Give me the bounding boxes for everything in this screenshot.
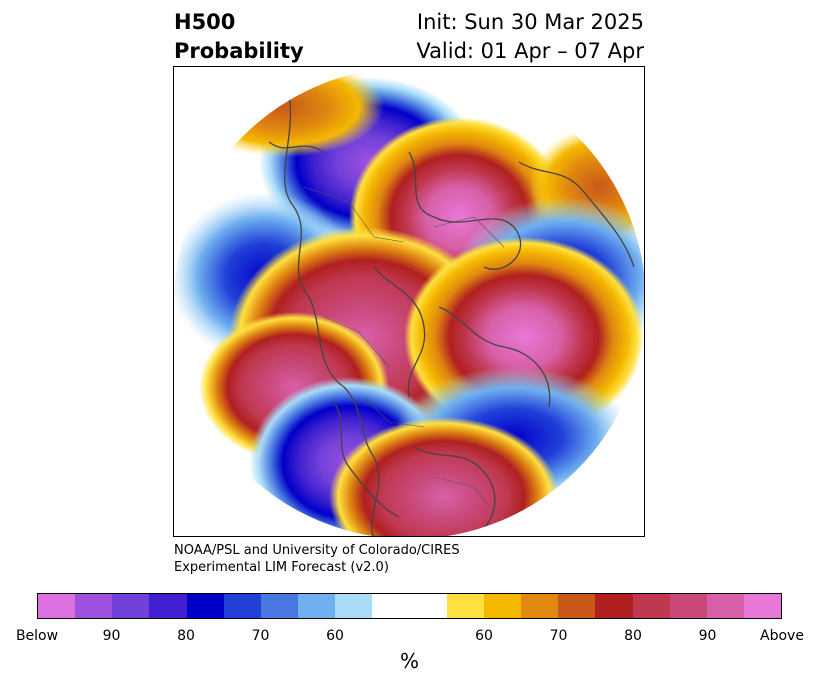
colorbar-segment <box>149 594 187 618</box>
colorbar-tick-label: Below <box>15 628 59 644</box>
colorbar-segment <box>706 594 744 618</box>
valid-range: Valid: 01 Apr – 07 Apr <box>416 39 644 63</box>
title-variable: H500 <box>174 10 236 34</box>
title-kind: Probability <box>174 39 304 63</box>
credit-line-1: NOAA/PSL and University of Colorado/CIRE… <box>174 543 460 558</box>
colorbar-tick-label: 80 <box>177 628 195 644</box>
colorbar-segment <box>223 594 261 618</box>
colorbar-ticks: Below 90 80 70 60 60 70 80 90 Above <box>16 628 804 646</box>
colorbar-segment <box>669 594 707 618</box>
colorbar-unit: % <box>399 649 419 673</box>
colorbar-tick-label: Above <box>760 628 804 644</box>
colorbar-segment <box>632 594 670 618</box>
colorbar-segment <box>743 594 782 618</box>
colorbar-tick-label: 90 <box>698 628 717 644</box>
colorbar-segment <box>260 594 299 618</box>
colorbar-tick-label: 60 <box>326 628 344 644</box>
init-date: Init: Sun 30 Mar 2025 <box>416 10 644 34</box>
colorbar-segment <box>112 594 150 618</box>
polar-map <box>173 66 645 537</box>
colorbar-segment <box>558 594 596 618</box>
colorbar-segment <box>75 594 113 618</box>
colorbar-segment <box>595 594 633 618</box>
colorbar-segment <box>186 594 224 618</box>
colorbar-tick-label: 70 <box>549 628 568 644</box>
colorbar <box>37 593 782 619</box>
colorbar-tick-label: 80 <box>624 628 642 644</box>
anomaly-above-s-europe <box>329 417 559 536</box>
colorbar-segment <box>483 594 522 618</box>
colorbar-tick-label: 70 <box>251 628 270 644</box>
colorbar-segment <box>335 594 373 618</box>
colorbar-tick-label: 60 <box>475 628 493 644</box>
colorbar-segment <box>298 594 336 618</box>
colorbar-segment <box>372 594 410 618</box>
colorbar-segment <box>409 594 447 618</box>
title-right: Init: Sun 30 Mar 2025 Valid: 01 Apr – 07… <box>416 8 644 66</box>
colorbar-segment <box>521 594 559 618</box>
colorbar-segment <box>38 594 76 618</box>
credit-line-2: Experimental LIM Forecast (v2.0) <box>174 560 389 575</box>
title-left: H500 Probability <box>174 8 304 66</box>
colorbar-tick-label: 90 <box>102 628 121 644</box>
colorbar-segment <box>446 594 484 618</box>
credit: NOAA/PSL and University of Colorado/CIRE… <box>174 542 460 576</box>
